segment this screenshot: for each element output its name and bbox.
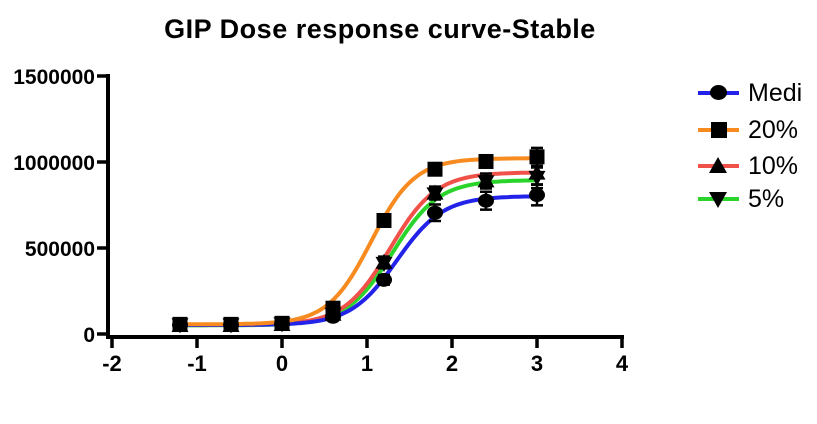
x-tick-label: -1 [187,351,207,376]
triangle-down-marker-icon [709,192,727,208]
y-tick-label: 500000 [25,238,95,261]
square-marker-icon [711,122,727,138]
y-tick-label: 1000000 [13,152,95,175]
legend-swatch [698,184,739,214]
point-triangle-down [375,256,393,272]
point-triangle-down [324,307,342,323]
point-square [529,149,545,165]
legend-item-5pct: 5% [698,184,784,214]
point-circle [478,193,494,208]
point-square [376,212,392,228]
y-tick-label: 0 [83,324,95,347]
x-tick-label: 2 [446,351,458,376]
x-tick-label: 0 [276,351,288,376]
fit-curve-Medi [172,194,538,327]
legend-swatch [698,78,739,108]
point-circle [376,272,392,287]
circle-marker-icon [710,85,727,100]
x-tick-label: 4 [616,351,629,376]
legend-label: 10% [748,151,799,180]
point-square [427,161,443,177]
legend-item-20pct: 20% [698,115,798,145]
point-triangle-down [273,317,291,333]
chart-title: GIP Dose response curve-Stable [164,14,596,44]
legend-label: Medi [748,78,803,107]
x-tick-label: 1 [361,351,373,376]
point-triangle-down [426,187,444,203]
legend-label: 20% [748,115,799,144]
x-tick-label: 3 [531,351,543,376]
point-triangle-down [477,175,495,191]
point-circle [529,188,545,203]
axes-layer: 1500000 1000000 500000 0 -2 -1 0 1 2 3 4 [13,66,629,376]
legend-item-medi: Medi [698,78,802,108]
point-square [478,153,494,169]
legend-item-10pct: 10% [698,151,798,181]
legend-swatch [698,115,739,145]
legend-label: 5% [748,184,785,213]
y-tick-label: 1500000 [13,66,95,89]
data-points-layer [171,149,546,334]
x-tick-label: -2 [102,351,122,376]
triangle-up-marker-icon [709,157,727,173]
point-circle [427,205,443,220]
point-triangle-down [222,318,240,334]
legend-swatch [698,151,739,181]
point-triangle-down [528,170,546,186]
point-triangle-down [171,318,189,334]
